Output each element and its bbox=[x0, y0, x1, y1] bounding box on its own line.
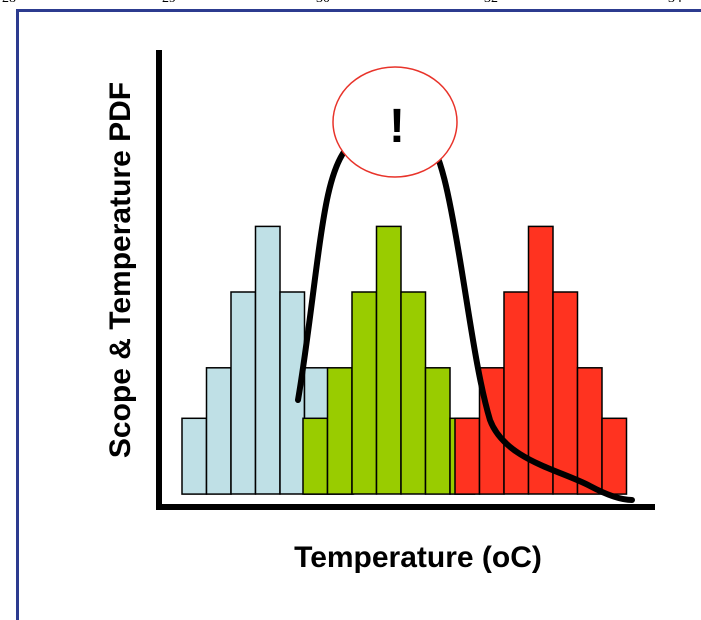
histogram-bar bbox=[254, 225, 281, 495]
histogram-bar bbox=[302, 417, 329, 495]
ruler-label: 30 bbox=[316, 0, 330, 7]
histogram-bar bbox=[400, 291, 427, 495]
histogram-bar bbox=[326, 367, 353, 495]
ruler-label: 28 bbox=[2, 0, 16, 7]
histogram-bar bbox=[424, 367, 451, 495]
histogram-bar bbox=[503, 291, 530, 495]
callout-text: ! bbox=[389, 100, 405, 153]
slide-frame-top bbox=[16, 9, 701, 12]
x-axis-title: Temperature (oC) bbox=[294, 541, 542, 574]
y-axis-title: Scope & Temperature PDF bbox=[104, 82, 137, 458]
ruler-label: 34 bbox=[668, 0, 682, 7]
top-ruler: 28 29 30 32 34 bbox=[0, 0, 701, 11]
ruler-label: 29 bbox=[162, 0, 176, 7]
slide-frame-left bbox=[16, 9, 19, 620]
bell-curve bbox=[295, 135, 635, 503]
histogram-bar bbox=[601, 417, 628, 495]
ruler-label: 32 bbox=[484, 0, 498, 7]
histogram-bar bbox=[205, 367, 232, 495]
histogram-bar bbox=[552, 291, 579, 495]
histogram-bar bbox=[181, 417, 208, 495]
histogram-bar bbox=[576, 367, 603, 495]
histogram-bar bbox=[351, 291, 378, 495]
callout-ellipse bbox=[332, 66, 458, 178]
histogram-bar bbox=[527, 225, 554, 495]
histogram-bar bbox=[375, 225, 402, 495]
bars-group bbox=[181, 225, 628, 495]
histogram-bar bbox=[454, 417, 481, 495]
histogram-bar bbox=[230, 291, 257, 495]
callout: ! bbox=[332, 66, 458, 178]
